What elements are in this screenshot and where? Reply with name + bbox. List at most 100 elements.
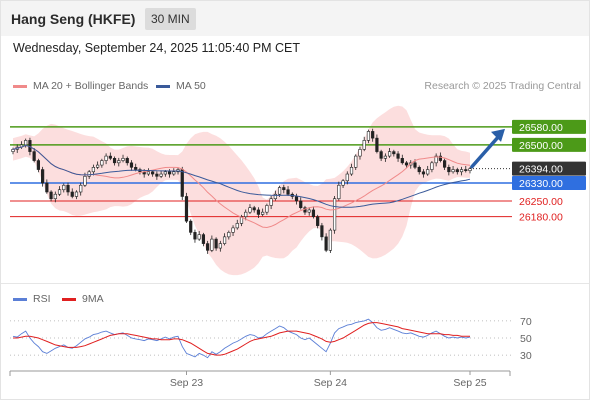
candle-up <box>277 187 282 195</box>
candle-up <box>269 198 273 206</box>
candle-down <box>324 236 328 251</box>
candle-up <box>146 171 151 175</box>
candle <box>375 134 379 154</box>
candle <box>100 158 104 168</box>
candle <box>434 153 438 167</box>
candle <box>24 138 28 148</box>
candle <box>57 186 62 197</box>
time-axis: Sep 23 Sep 24 Sep 25 <box>9 370 511 389</box>
candle <box>379 149 383 162</box>
candle-down <box>206 243 210 251</box>
candle-up <box>332 198 337 231</box>
candle <box>231 225 235 236</box>
ma50-line <box>12 144 471 208</box>
candle <box>447 164 451 176</box>
candle-up <box>210 238 214 251</box>
candle-down <box>464 169 468 171</box>
candle-down <box>404 162 409 166</box>
candle <box>117 157 121 167</box>
level-labels: 26580.00 26500.00 26394.00 26330.00 26250.00… <box>512 119 586 224</box>
research-credit: Research © 2025 Trading Central <box>424 80 581 92</box>
candle-down <box>41 169 45 184</box>
level-current-2-tag <box>512 161 586 176</box>
candle <box>189 219 193 236</box>
candle <box>49 190 53 202</box>
candle <box>193 229 197 243</box>
arrow-shaft <box>470 133 502 169</box>
candle-up <box>341 180 345 186</box>
forecast-arrow <box>470 128 505 169</box>
candle-up <box>451 169 455 173</box>
candle-up <box>426 169 430 175</box>
interval-button[interactable]: 30 MIN <box>145 8 196 30</box>
candle-up <box>235 223 239 229</box>
candle <box>371 128 375 142</box>
candle <box>337 181 341 201</box>
candle <box>66 182 70 196</box>
legend-swatch-ma20 <box>13 84 27 88</box>
candle <box>227 230 231 240</box>
candle <box>426 165 430 176</box>
legend-label-rsi: RSI <box>33 293 51 305</box>
candle <box>210 235 214 253</box>
timestamp: Wednesday, September 24, 2025 11:05:40 P… <box>13 41 300 55</box>
candle <box>332 196 337 234</box>
candle-up <box>358 149 362 157</box>
candle <box>45 179 49 194</box>
candle <box>53 191 57 203</box>
candle-up <box>79 184 83 193</box>
candle-up <box>11 149 15 152</box>
legend-swatch-ma50 <box>156 84 170 88</box>
candle-down <box>396 153 400 159</box>
rsi-line <box>12 318 471 359</box>
candle-down <box>252 207 256 211</box>
legend-label-9ma: 9MA <box>82 293 104 305</box>
candle-up <box>227 232 231 238</box>
candle-down <box>443 160 447 168</box>
legend-label-ma20: MA 20 + Bollinger Bands <box>33 80 149 92</box>
candle-down <box>36 160 40 170</box>
candle-down <box>294 196 299 202</box>
rsi-9ma-line <box>13 322 470 356</box>
candle-down <box>375 137 379 152</box>
level-support-5-label: 26180.00 <box>519 212 563 224</box>
candle <box>104 153 108 165</box>
candle-down <box>316 216 320 226</box>
candle <box>299 197 303 210</box>
candle-down <box>256 209 261 215</box>
candle <box>41 166 45 187</box>
candle <box>146 168 151 176</box>
candle-up <box>345 173 349 182</box>
candle-up <box>307 209 311 213</box>
candle <box>430 161 434 173</box>
candle-down <box>49 191 53 200</box>
candle-up <box>362 140 366 150</box>
candle-down <box>421 171 426 175</box>
candle-up <box>239 216 244 224</box>
candlesticks <box>11 128 472 254</box>
candle <box>459 166 464 176</box>
candle <box>218 240 222 252</box>
candle-up <box>53 193 57 200</box>
candle <box>468 166 472 174</box>
candle <box>455 167 459 175</box>
candle <box>354 154 358 170</box>
level-pivot-3-label: 26330.00 <box>519 178 563 190</box>
candle <box>261 208 265 217</box>
candle <box>121 154 125 163</box>
candle-down <box>400 158 404 164</box>
candle-up <box>24 140 28 146</box>
candle-up <box>62 184 66 191</box>
rsi-tick-label-30: 30 <box>520 350 532 362</box>
candle <box>32 148 36 163</box>
level-current-2-label: 26394.00 <box>519 164 563 176</box>
candle-down <box>134 167 138 170</box>
candle-up <box>349 167 354 175</box>
candle-down <box>371 131 375 139</box>
level-resistance-0-label: 26580.00 <box>519 122 563 134</box>
legend-rsi: RSI <box>13 293 51 305</box>
candle-up <box>468 168 472 171</box>
candle-down <box>379 151 383 159</box>
candle-down <box>392 151 396 155</box>
legend-label-ma50: MA 50 <box>176 80 206 92</box>
